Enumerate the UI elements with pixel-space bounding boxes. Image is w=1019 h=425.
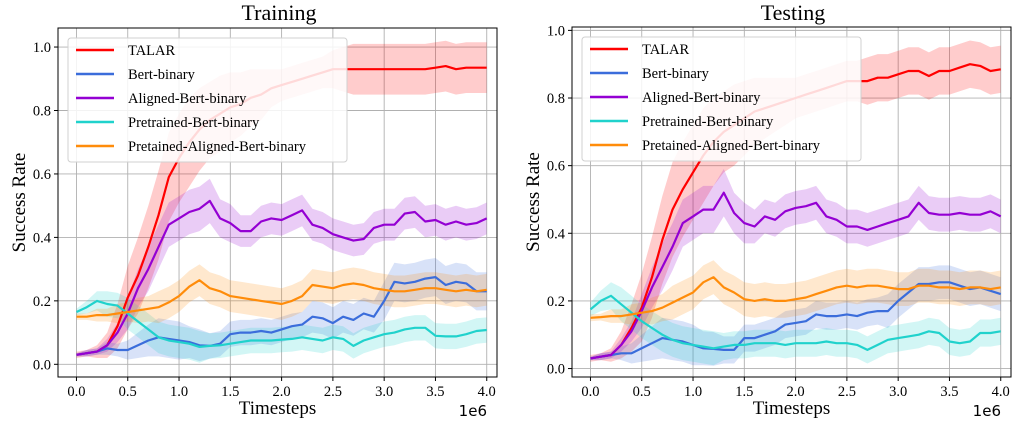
x-tick-label-8: 4.0 (478, 384, 496, 400)
x-tick-label-5: 2.5 (324, 384, 342, 400)
legend: TALAR Bert-binary Aligned-Bert-binary Pretr… (67, 37, 348, 163)
x-tick-label-4: 2.0 (787, 384, 805, 400)
chart-panel-testing: 0.0 0.5 1.0 1.5 2.0 2.5 3.0 3.5 4.0 0.0 0.2 0.4 0.6 0… (523, 0, 1012, 420)
x-tick-label-2: 1.0 (170, 384, 188, 400)
pretrained-bert-binary-line (589, 294, 1001, 351)
x-axis-label: Timesteps (239, 398, 316, 419)
x-tick-label-5: 2.5 (838, 384, 856, 400)
y-tick-label-1: 0.2 (33, 294, 51, 310)
x-tick-label-0: 0.0 (67, 384, 85, 400)
x-tick-label-3: 1.5 (221, 384, 239, 400)
x-tick-label-6: 3.0 (889, 384, 907, 400)
plot-frame (57, 27, 498, 378)
y-tick-label-5: 1.0 (33, 40, 51, 56)
plot-frame (571, 26, 1012, 378)
legend-label-aligned-bert-binary: Aligned-Bert-binary (642, 90, 761, 106)
pretained-aligned-bert-binary-confidence-band (76, 264, 487, 324)
bert-binary-line (590, 281, 1002, 360)
x-axis-offset-label: 1e6 (459, 402, 487, 420)
x-tick-label-2: 1.0 (684, 384, 702, 400)
legend: TALAR Bert-binary Aligned-Bert-binary Pretr… (581, 36, 862, 162)
bert-binary-line (76, 276, 487, 356)
y-tick-label-5: 1.0 (547, 23, 565, 39)
x-tick-label-1: 0.5 (633, 384, 651, 400)
legend-label-pretained-aligned-bert-binary: Pretained-Aligned-Bert-binary (128, 139, 307, 155)
pretained-aligned-bert-binary-line (590, 276, 1001, 319)
x-tick-label-0: 0.0 (581, 384, 599, 400)
legend-box (581, 36, 862, 162)
legend-label-pretrained-bert-binary: Pretrained-Bert-binary (642, 114, 774, 130)
aligned-bert-binary-line (76, 199, 488, 356)
bert-binary-confidence-band (590, 265, 1001, 366)
x-tick-label-8: 4.0 (992, 384, 1010, 400)
x-tick-label-7: 3.5 (940, 384, 958, 400)
legend-label-talar: TALAR (642, 42, 689, 58)
x-tick-label-4: 2.0 (273, 384, 291, 400)
x-tick-label-6: 3.0 (375, 384, 393, 400)
y-axis-label: Success Rate (9, 153, 30, 253)
x-axis-label: Timesteps (753, 398, 830, 419)
y-axis-label: Success Rate (523, 152, 544, 252)
x-axis-offset-label: 1e6 (973, 402, 1001, 420)
y-tick-label-4: 0.8 (547, 91, 565, 107)
pretained-aligned-bert-binary-line (76, 279, 487, 318)
chart-title: Training (242, 0, 317, 25)
legend-label-bert-binary: Bert-binary (642, 66, 710, 82)
x-tick-label-1: 0.5 (119, 384, 137, 400)
chart-panel-training: 0.0 0.5 1.0 1.5 2.0 2.5 3.0 3.5 4.0 0.0 0.2 0.4 0.6 0… (9, 0, 498, 420)
x-tick-label-3: 1.5 (735, 384, 753, 400)
bert-binary-confidence-band (76, 258, 487, 362)
chart-title: Testing (761, 0, 825, 25)
legend-label-talar: TALAR (128, 43, 175, 59)
y-tick-label-0: 0.0 (33, 357, 51, 373)
x-tick-label-7: 3.5 (426, 384, 444, 400)
y-tick-label-0: 0.0 (547, 362, 565, 378)
pretained-aligned-bert-binary-confidence-band (590, 260, 1001, 325)
legend-box (67, 37, 348, 163)
legend-label-pretrained-bert-binary: Pretrained-Bert-binary (128, 115, 260, 131)
aligned-bert-binary-line (590, 191, 1002, 360)
y-tick-label-3: 0.6 (33, 167, 51, 183)
y-tick-label-3: 0.6 (547, 159, 565, 175)
y-tick-label-4: 0.8 (33, 103, 51, 119)
legend-label-bert-binary: Bert-binary (128, 67, 196, 83)
y-tick-label-2: 0.4 (547, 226, 566, 242)
y-tick-label-1: 0.2 (547, 294, 565, 310)
pretrained-bert-binary-confidence-band (76, 291, 487, 363)
pretrained-bert-binary-line (76, 299, 487, 348)
aligned-bert-binary-confidence-band (76, 178, 487, 357)
y-tick-label-2: 0.4 (33, 230, 52, 246)
legend-label-pretained-aligned-bert-binary: Pretained-Aligned-Bert-binary (642, 138, 821, 154)
legend-label-aligned-bert-binary: Aligned-Bert-binary (128, 91, 247, 107)
